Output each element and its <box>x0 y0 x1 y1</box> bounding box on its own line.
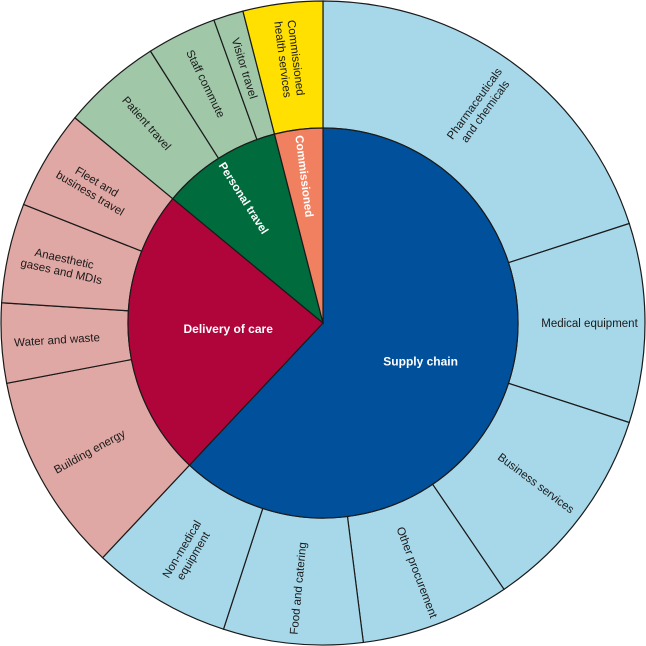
inner-wedge-commissioned <box>273 127 324 324</box>
outer-label-water-and-waste: Water and waste <box>14 332 100 349</box>
inner-wedge-personal-travel <box>171 133 325 325</box>
inner-label-supply-chain: Supply chain <box>383 355 458 369</box>
inner-wedge-delivery-of-care <box>127 197 324 466</box>
inner-wedge-supply-chain <box>188 127 519 519</box>
outer-label-medical-equipment: Medical equipment <box>541 318 638 330</box>
inner-ring <box>127 127 519 519</box>
inner-label-delivery-of-care: Delivery of care <box>183 322 273 336</box>
